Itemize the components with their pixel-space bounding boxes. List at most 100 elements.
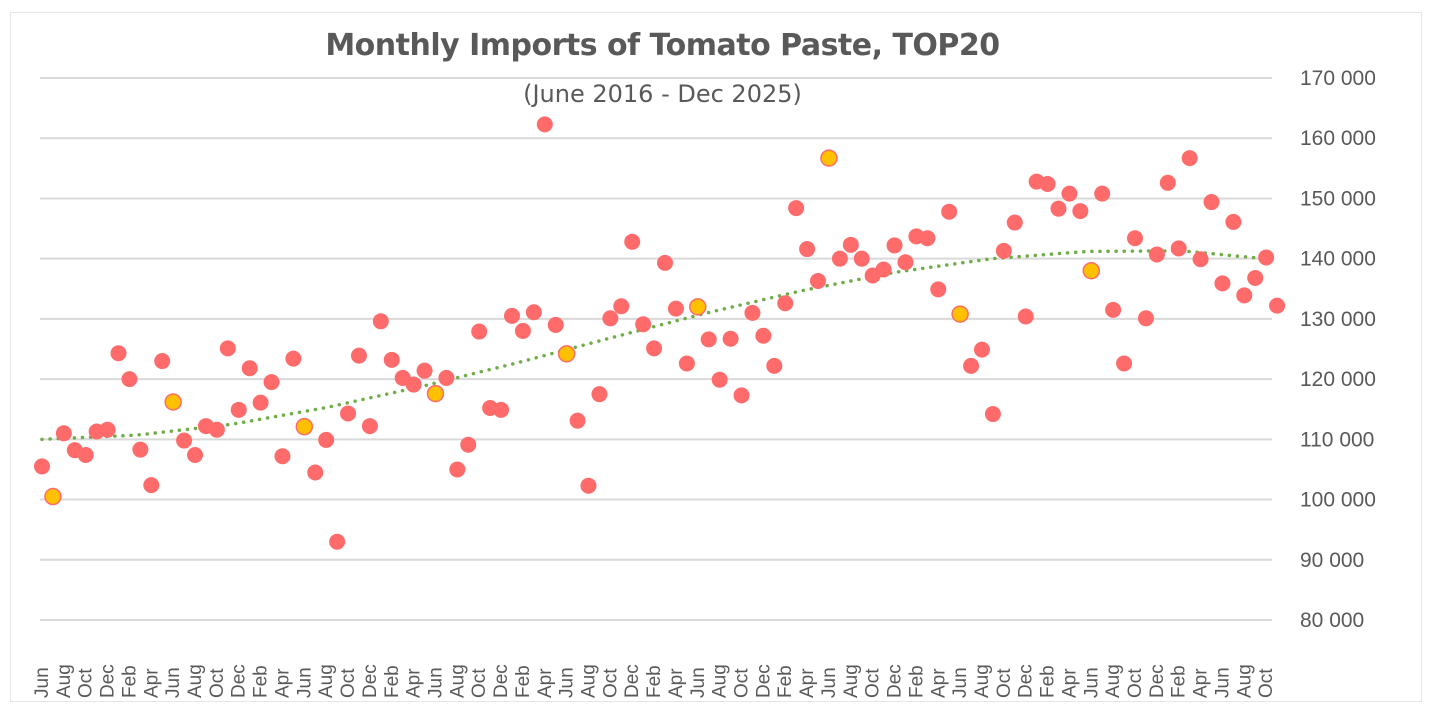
x-tick-label: Oct bbox=[76, 668, 97, 698]
data-point bbox=[340, 405, 357, 422]
x-tick-label: Oct bbox=[600, 668, 621, 698]
data-point bbox=[187, 446, 204, 463]
x-tick-label: Aug bbox=[316, 664, 337, 698]
data-point bbox=[361, 418, 378, 435]
data-point bbox=[1181, 150, 1198, 167]
data-point bbox=[973, 341, 990, 358]
x-tick-label: Oct bbox=[1125, 668, 1146, 698]
data-point bbox=[1159, 174, 1176, 191]
x-tick-label: Dec bbox=[360, 664, 381, 698]
data-point bbox=[678, 355, 695, 372]
data-point bbox=[405, 376, 422, 393]
data-point bbox=[1094, 185, 1111, 202]
data-point-highlighted bbox=[820, 149, 838, 167]
data-point bbox=[241, 360, 258, 377]
x-tick-label: Oct bbox=[863, 668, 884, 698]
x-tick-label: Oct bbox=[469, 668, 490, 698]
x-tick-label: Aug bbox=[1103, 664, 1124, 698]
data-point bbox=[493, 401, 510, 418]
data-point bbox=[219, 340, 236, 357]
x-tick-label: Dec bbox=[885, 664, 906, 698]
data-point bbox=[547, 316, 564, 333]
x-tick-label: Jun bbox=[32, 667, 53, 698]
data-point-highlighted bbox=[1082, 261, 1101, 280]
data-point bbox=[471, 323, 488, 340]
y-axis-ticks: 80 000 90 000 100 000 110 000 120 000 130 000… bbox=[1300, 67, 1376, 632]
data-point bbox=[799, 241, 816, 258]
y-tick-label: 150 000 bbox=[1300, 187, 1376, 210]
data-point bbox=[1039, 175, 1056, 192]
data-point bbox=[34, 458, 50, 475]
data-point bbox=[657, 254, 674, 271]
x-tick-label: Feb bbox=[1038, 665, 1059, 698]
x-tick-label: Dec bbox=[98, 664, 119, 698]
x-tick-label: Jun bbox=[557, 667, 578, 698]
data-point bbox=[416, 362, 433, 379]
x-tick-label: Jun bbox=[294, 667, 315, 698]
data-point bbox=[503, 307, 520, 324]
data-point bbox=[1127, 230, 1143, 247]
data-point bbox=[930, 281, 947, 298]
y-tick-label: 120 000 bbox=[1300, 368, 1376, 391]
data-point bbox=[1269, 297, 1286, 314]
data-point bbox=[777, 295, 794, 312]
data-point bbox=[252, 394, 269, 411]
x-tick-label: Oct bbox=[732, 668, 753, 698]
data-point bbox=[121, 371, 138, 388]
data-point bbox=[613, 298, 630, 315]
data-point bbox=[569, 412, 586, 429]
data-point bbox=[307, 464, 324, 481]
data-point bbox=[766, 357, 783, 374]
chart-frame bbox=[10, 12, 1422, 702]
x-tick-label: Feb bbox=[382, 665, 403, 698]
data-point bbox=[1105, 301, 1122, 318]
chart-subtitle: (June 2016 - Dec 2025) bbox=[523, 80, 802, 108]
data-point bbox=[842, 236, 859, 253]
data-point bbox=[853, 250, 870, 267]
data-point bbox=[263, 374, 280, 391]
x-tick-label: Aug bbox=[841, 664, 862, 698]
data-point bbox=[700, 331, 717, 348]
data-point bbox=[722, 330, 739, 347]
x-tick-label: Apr bbox=[272, 668, 293, 698]
data-point bbox=[897, 254, 914, 271]
x-tick-label: Aug bbox=[185, 664, 206, 698]
data-point-highlighted bbox=[295, 417, 314, 436]
data-point bbox=[1225, 213, 1242, 230]
x-tick-label: Dec bbox=[1016, 664, 1037, 698]
data-point bbox=[733, 387, 750, 404]
x-tick-label: Feb bbox=[251, 665, 272, 698]
data-point bbox=[1236, 287, 1253, 304]
chart-title: Monthly Imports of Tomato Paste, TOP20 bbox=[325, 28, 1000, 63]
data-point bbox=[602, 310, 619, 327]
y-tick-label: 160 000 bbox=[1300, 127, 1376, 150]
data-point bbox=[744, 304, 761, 321]
data-point bbox=[1061, 185, 1078, 202]
x-tick-label: Feb bbox=[1169, 665, 1190, 698]
x-tick-label: Apr bbox=[535, 668, 556, 698]
data-point bbox=[1192, 251, 1209, 268]
x-tick-label: Jun bbox=[688, 667, 709, 698]
x-tick-label: Oct bbox=[994, 668, 1015, 698]
x-tick-label: Aug bbox=[1234, 664, 1255, 698]
x-tick-label: Aug bbox=[710, 664, 731, 698]
data-point bbox=[810, 272, 827, 289]
data-point bbox=[984, 406, 1001, 423]
x-tick-label: Apr bbox=[141, 668, 162, 698]
data-point bbox=[1072, 203, 1089, 220]
data-point bbox=[372, 313, 389, 330]
data-point bbox=[831, 250, 848, 267]
data-point bbox=[350, 347, 367, 364]
x-tick-label: Aug bbox=[579, 664, 600, 698]
data-point bbox=[591, 386, 608, 403]
x-tick-label: Feb bbox=[513, 665, 534, 698]
data-point bbox=[329, 533, 346, 550]
data-point bbox=[667, 300, 684, 317]
y-tick-label: 170 000 bbox=[1300, 67, 1376, 90]
data-point bbox=[886, 237, 903, 254]
x-tick-label: Jun bbox=[163, 667, 184, 698]
data-point bbox=[646, 340, 663, 357]
data-point bbox=[460, 436, 477, 453]
data-points bbox=[34, 116, 1286, 550]
